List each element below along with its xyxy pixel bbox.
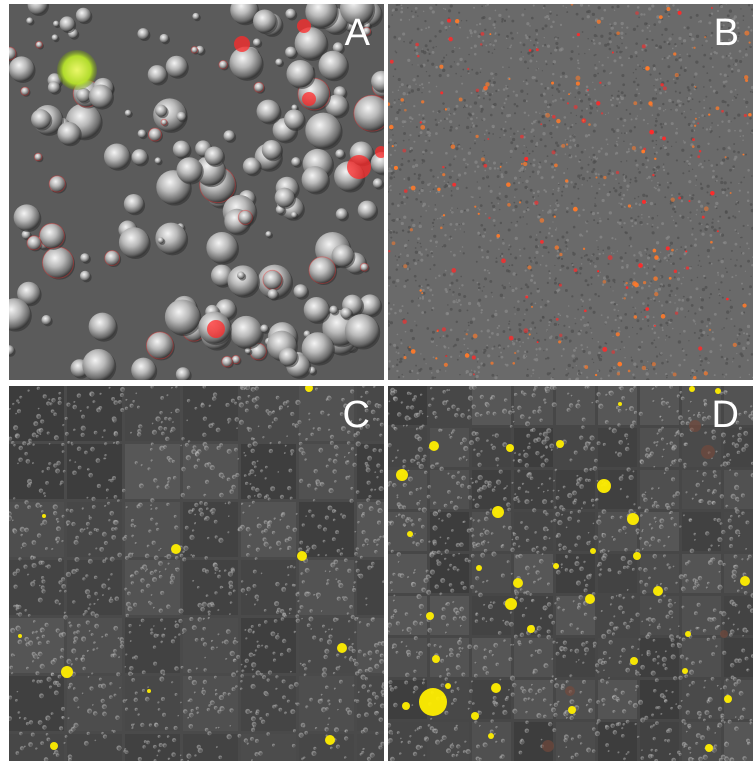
panel-c-image (9, 386, 384, 761)
panel-label-b: B (713, 12, 739, 54)
panel-b-image (388, 4, 753, 380)
micrograph-panel-b: B (388, 4, 753, 380)
panel-label-a: A (344, 12, 370, 54)
panel-d-fluorescence (396, 386, 750, 752)
panel-c-texture (9, 386, 384, 761)
micrograph-panel-d: D (388, 386, 753, 761)
micrograph-panel-c: C (9, 386, 384, 761)
panel-d-texture (388, 386, 753, 761)
panel-c-fluorescence (18, 386, 347, 750)
panel-label-d: D (711, 394, 739, 436)
micrograph-panel-a: A (9, 4, 384, 380)
panel-a-droplets (9, 4, 384, 380)
panel-label-c: C (342, 394, 370, 436)
panel-a-fluorescence (57, 19, 384, 338)
panel-a-image (9, 4, 384, 380)
panel-d-image (388, 386, 753, 761)
panel-b-fluorescence (388, 4, 752, 380)
